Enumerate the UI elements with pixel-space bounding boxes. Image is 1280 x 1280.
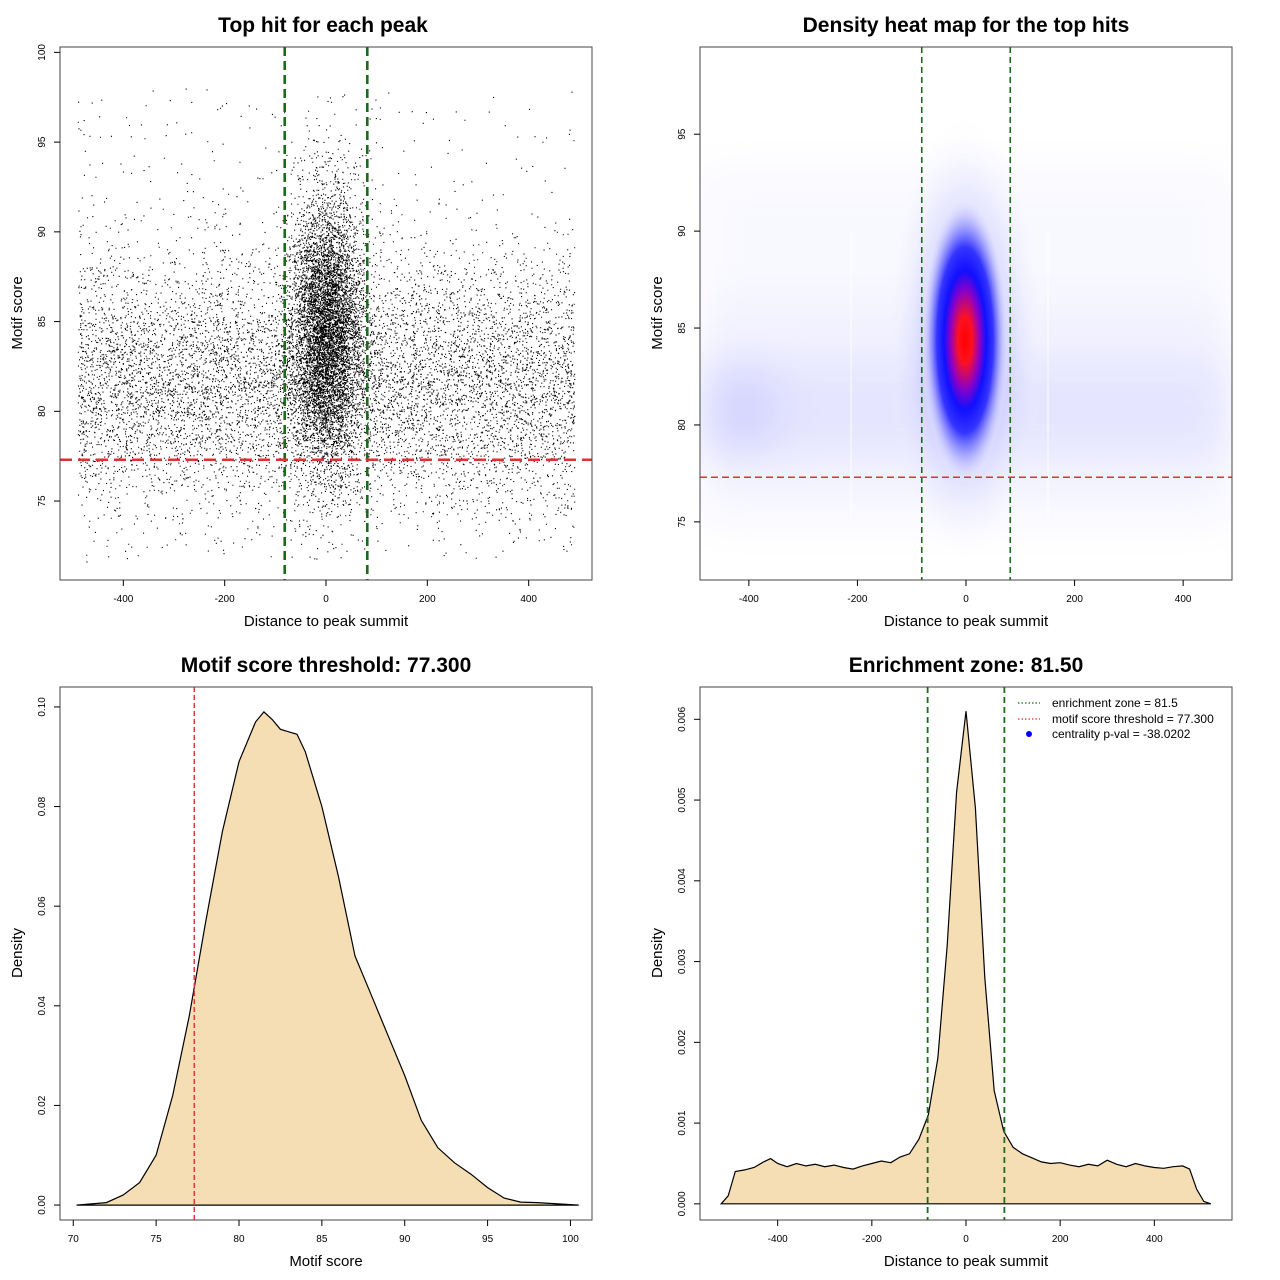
x-tick-label: 0 bbox=[323, 594, 329, 605]
y-tick-label: 0.08 bbox=[37, 796, 48, 816]
y-axis: 75 80 85 90 95 bbox=[677, 128, 700, 527]
y-tick-label: 0.006 bbox=[677, 706, 688, 731]
chart-title: Enrichment zone: 81.50 bbox=[849, 654, 1084, 677]
x-axis: 70 75 80 85 90 95 100 bbox=[68, 1220, 579, 1245]
x-tick-label: -400 bbox=[768, 1234, 788, 1245]
x-tick-label: 95 bbox=[482, 1234, 494, 1245]
y-tick-label: 90 bbox=[677, 225, 688, 237]
x-axis-label: Distance to peak summit bbox=[244, 613, 409, 630]
legend-label: motif score threshold = 77.300 bbox=[1052, 712, 1214, 726]
x-tick-label: 90 bbox=[399, 1234, 411, 1245]
legend-label: centrality p-val = -38.0202 bbox=[1052, 727, 1191, 741]
x-axis-label: Distance to peak summit bbox=[884, 1253, 1049, 1270]
x-axis: -400 -200 0 200 400 bbox=[739, 580, 1192, 605]
reference-lines bbox=[926, 687, 1006, 1220]
x-tick-label: 400 bbox=[1146, 1234, 1163, 1245]
plot-frame bbox=[59, 686, 593, 1221]
y-tick-label: 0.000 bbox=[677, 1191, 688, 1216]
y-tick-label: 75 bbox=[37, 495, 48, 507]
y-tick-label: 85 bbox=[37, 316, 48, 328]
y-tick-label: 0.005 bbox=[677, 787, 688, 812]
y-tick-label: 95 bbox=[677, 128, 688, 140]
y-tick-label: 85 bbox=[677, 322, 688, 334]
density-area bbox=[719, 711, 1211, 1205]
legend-label: enrichment zone = 81.5 bbox=[1052, 696, 1178, 710]
y-axis-label: Density bbox=[9, 927, 26, 978]
y-tick-label: 80 bbox=[677, 419, 688, 431]
y-axis-label: Motif score bbox=[9, 276, 26, 349]
x-axis: -400 -200 0 200 400 bbox=[113, 580, 537, 605]
x-tick-label: 200 bbox=[1066, 594, 1083, 605]
x-tick-label: -200 bbox=[862, 1234, 882, 1245]
y-tick-label: 0.004 bbox=[677, 868, 688, 893]
x-axis-label: Distance to peak summit bbox=[884, 613, 1049, 630]
y-tick-label: 0.02 bbox=[37, 1095, 48, 1115]
x-tick-label: -400 bbox=[113, 594, 133, 605]
x-axis: -400 -200 0 200 400 bbox=[768, 1220, 1163, 1245]
y-tick-label: 0.001 bbox=[677, 1110, 688, 1135]
heatmap-panel: Density heat map for the top hits bbox=[649, 14, 1233, 630]
y-tick-label: 0.10 bbox=[37, 697, 48, 717]
x-axis-label: Motif score bbox=[289, 1253, 362, 1270]
density-area bbox=[76, 711, 579, 1206]
x-tick-label: 85 bbox=[316, 1234, 328, 1245]
score-density-panel: Motif score threshold: 77.300 70 75 80 85 90… bbox=[9, 654, 593, 1270]
legend-point-icon bbox=[1026, 731, 1032, 737]
chart-title: Density heat map for the top hits bbox=[803, 14, 1130, 37]
chart-title: Motif score threshold: 77.300 bbox=[181, 654, 472, 677]
chart-title: Top hit for each peak bbox=[218, 14, 428, 37]
heatmap-image bbox=[700, 47, 1232, 580]
y-tick-label: 0.003 bbox=[677, 949, 688, 974]
x-tick-label: -400 bbox=[739, 594, 759, 605]
x-tick-label: 100 bbox=[562, 1234, 579, 1245]
x-tick-label: 80 bbox=[233, 1234, 245, 1245]
y-tick-label: 0.00 bbox=[37, 1195, 48, 1215]
x-tick-label: 400 bbox=[1175, 594, 1192, 605]
x-tick-label: 0 bbox=[963, 594, 969, 605]
y-tick-label: 100 bbox=[37, 44, 48, 61]
x-tick-label: 75 bbox=[151, 1234, 163, 1245]
reference-lines bbox=[60, 47, 592, 580]
y-tick-label: 90 bbox=[37, 226, 48, 238]
y-tick-label: 0.06 bbox=[37, 896, 48, 916]
y-axis: 75 80 85 90 95 100 bbox=[37, 44, 60, 507]
x-tick-label: 70 bbox=[68, 1234, 80, 1245]
scatter-panel: Top hit for each peak -400 -200 0 200 400 75… bbox=[9, 14, 593, 630]
y-tick-label: 0.04 bbox=[37, 996, 48, 1016]
x-tick-label: 200 bbox=[419, 594, 436, 605]
y-axis-label: Motif score bbox=[649, 276, 666, 349]
y-tick-label: 95 bbox=[37, 136, 48, 148]
scatter-point-cloud bbox=[77, 88, 576, 563]
reference-lines bbox=[700, 47, 1232, 580]
y-tick-label: 0.002 bbox=[677, 1029, 688, 1054]
y-axis-label: Density bbox=[649, 927, 666, 978]
distance-density-panel: Enrichment zone: 81.50 -400 -200 0 200 400 0… bbox=[649, 654, 1233, 1270]
legend: enrichment zone = 81.5 motif score thres… bbox=[1018, 696, 1214, 741]
x-tick-label: -200 bbox=[847, 594, 867, 605]
y-tick-label: 80 bbox=[37, 405, 48, 417]
scatter-points bbox=[77, 88, 576, 563]
x-tick-label: 0 bbox=[963, 1234, 969, 1245]
x-tick-label: 200 bbox=[1052, 1234, 1069, 1245]
x-tick-label: 400 bbox=[520, 594, 537, 605]
x-tick-label: -200 bbox=[215, 594, 235, 605]
y-axis: 0.00 0.02 0.04 0.06 0.08 0.10 bbox=[37, 697, 60, 1215]
y-tick-label: 75 bbox=[677, 516, 688, 528]
y-axis: 0.000 0.001 0.002 0.003 0.004 0.005 0.006 bbox=[677, 706, 700, 1216]
heatmap-core bbox=[921, 195, 1009, 485]
